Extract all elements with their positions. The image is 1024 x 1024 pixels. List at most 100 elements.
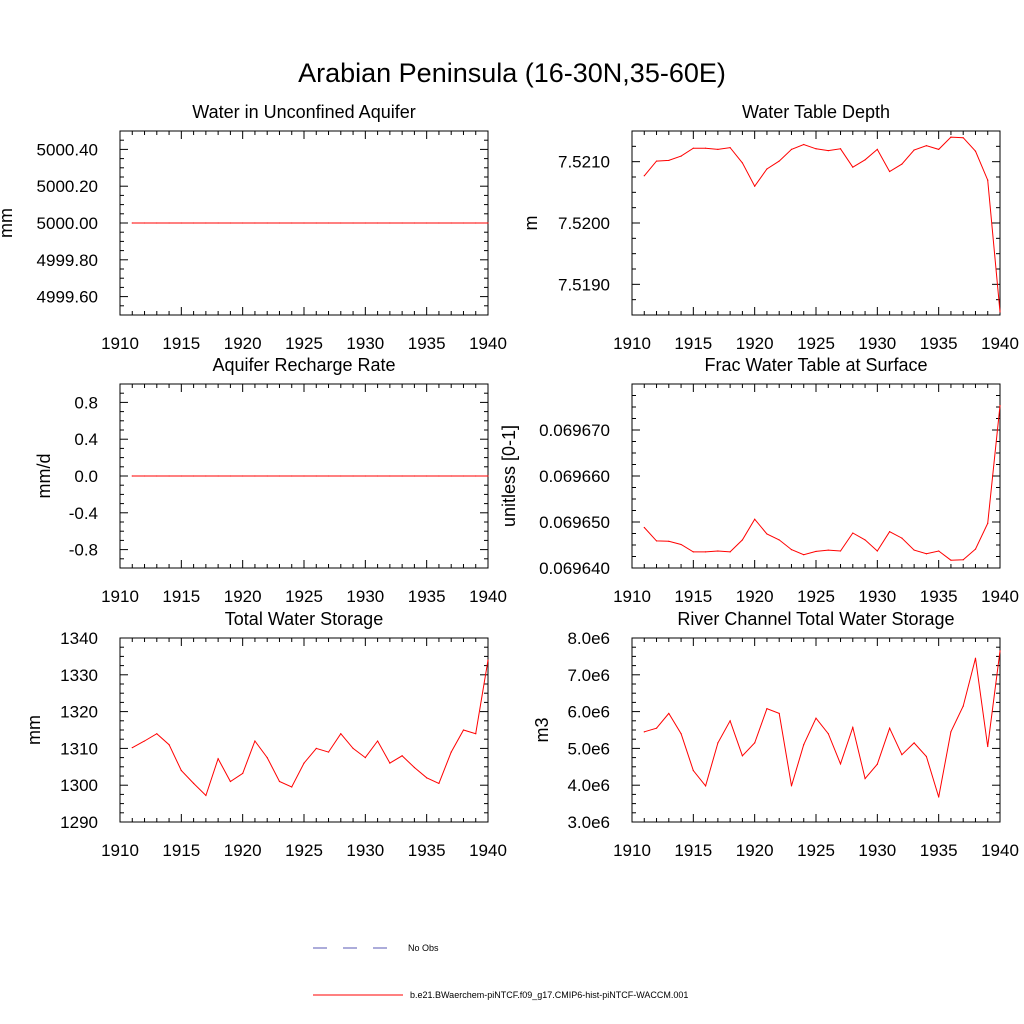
data-point xyxy=(999,650,1001,652)
data-point xyxy=(401,222,403,224)
x-tick-label: 1935 xyxy=(920,587,958,606)
data-point xyxy=(962,559,964,561)
data-point xyxy=(180,222,182,224)
data-point xyxy=(889,727,891,729)
data-point xyxy=(741,162,744,164)
data-point xyxy=(229,222,231,224)
data-point xyxy=(205,222,207,224)
data-point xyxy=(217,222,219,224)
x-tick-label: 1935 xyxy=(920,334,958,353)
data-point xyxy=(839,148,842,150)
data-point xyxy=(143,740,146,742)
data-point xyxy=(180,475,182,477)
data-point xyxy=(852,532,854,534)
data-point xyxy=(741,539,744,541)
x-tick-label: 1910 xyxy=(613,334,651,353)
data-point xyxy=(193,222,195,224)
y-tick-label: 7.5190 xyxy=(558,275,610,294)
data-point xyxy=(974,548,977,550)
x-tick-label: 1940 xyxy=(469,841,507,860)
data-point xyxy=(327,475,330,477)
data-point xyxy=(413,222,415,224)
y-axis-label: m3 xyxy=(532,717,552,742)
data-point xyxy=(889,170,891,173)
data-point xyxy=(389,762,391,764)
data-point xyxy=(913,549,915,551)
data-point xyxy=(987,745,989,748)
data-point xyxy=(901,754,903,756)
data-point xyxy=(815,148,817,150)
data-point xyxy=(327,222,330,224)
x-tick-label: 1935 xyxy=(408,841,446,860)
data-point xyxy=(168,744,170,746)
data-point xyxy=(852,166,854,168)
data-point xyxy=(438,222,440,224)
x-tick-label: 1915 xyxy=(162,587,200,606)
data-point xyxy=(131,475,133,477)
y-tick-label: 1340 xyxy=(60,629,98,648)
x-tick-label: 1930 xyxy=(858,841,896,860)
x-tick-label: 1925 xyxy=(797,334,835,353)
y-tick-label: 4999.60 xyxy=(37,288,98,307)
y-axis-label: mm/d xyxy=(34,454,54,499)
data-point xyxy=(377,475,379,477)
data-point xyxy=(754,518,756,520)
data-point xyxy=(254,740,256,742)
y-tick-label: 0.069650 xyxy=(539,513,610,532)
data-point xyxy=(266,222,268,224)
x-tick-label: 1910 xyxy=(101,841,139,860)
data-point xyxy=(303,475,305,477)
data-point xyxy=(266,475,268,477)
data-point xyxy=(766,708,768,710)
data-point xyxy=(450,751,452,753)
x-tick-label: 1915 xyxy=(162,334,200,353)
data-point xyxy=(705,551,707,553)
y-tick-label: 3.0e6 xyxy=(567,813,610,832)
plot-frame xyxy=(631,383,1001,569)
data-point xyxy=(680,733,682,735)
y-tick-label: 4999.80 xyxy=(37,251,98,270)
data-point xyxy=(340,475,342,477)
x-tick-label: 1925 xyxy=(285,334,323,353)
data-point xyxy=(426,475,428,477)
data-point xyxy=(655,727,658,729)
panel-5: Total Water Storage mm 1910 1915 1920 1925 193… xyxy=(24,609,507,860)
series-line xyxy=(644,650,1001,798)
legend-model-label: b.e21.BWaerchem-piNTCF.f09_g17.CMIP6-his… xyxy=(410,990,688,1000)
data-point xyxy=(815,717,817,719)
data-point xyxy=(389,475,391,477)
data-point xyxy=(340,222,342,224)
data-point xyxy=(790,148,793,150)
data-point xyxy=(692,769,694,772)
data-point xyxy=(827,150,829,152)
y-tick-label: 8.0e6 xyxy=(567,629,610,648)
data-point xyxy=(692,551,694,553)
data-point xyxy=(229,780,231,783)
data-point xyxy=(291,222,293,224)
x-tick-label: 1935 xyxy=(408,587,446,606)
data-point xyxy=(987,522,989,524)
y-axis-label: m xyxy=(521,216,541,231)
x-tick-label: 1915 xyxy=(674,334,712,353)
data-point xyxy=(242,475,244,477)
data-point xyxy=(352,475,354,477)
data-point xyxy=(156,475,158,477)
data-point xyxy=(876,550,878,552)
data-point xyxy=(352,222,354,224)
x-tick-label: 1920 xyxy=(736,841,774,860)
data-point xyxy=(242,222,244,224)
data-point xyxy=(790,549,793,551)
data-point xyxy=(364,757,366,759)
data-point xyxy=(901,163,903,165)
y-axis-label: mm xyxy=(0,208,16,238)
legend: No Obs b.e21.BWaerchem-piNTCF.f09_g17.CM… xyxy=(313,943,688,1000)
x-tick-label: 1935 xyxy=(920,841,958,860)
data-point xyxy=(462,222,465,224)
data-point xyxy=(193,782,195,784)
data-point xyxy=(242,772,244,775)
data-point xyxy=(413,766,415,769)
data-point xyxy=(364,475,366,477)
x-tick-label: 1920 xyxy=(224,841,262,860)
data-point xyxy=(889,531,891,533)
